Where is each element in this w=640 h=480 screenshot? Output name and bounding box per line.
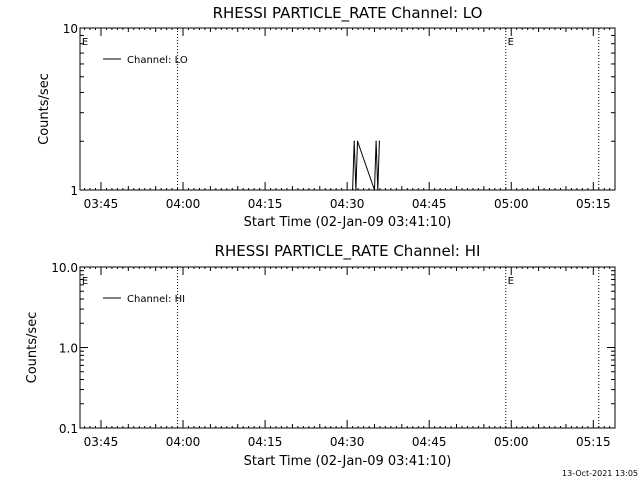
x-tick-label: 05:15	[576, 197, 611, 211]
x-tick-label: 04:15	[248, 435, 283, 449]
x-tick-label: 04:00	[166, 197, 201, 211]
x-tick-label: 05:15	[576, 435, 611, 449]
event-marker: E	[508, 37, 514, 48]
y-tick-label: 1.0	[59, 342, 78, 356]
x-tick-label: 04:45	[412, 197, 447, 211]
x-tick-label: 05:00	[494, 435, 529, 449]
data-point	[377, 189, 379, 191]
x-tick-label: 03:45	[84, 197, 119, 211]
data-point	[375, 140, 377, 142]
x-tick-label: 04:30	[330, 435, 365, 449]
event-marker: E	[82, 37, 88, 48]
data-point	[355, 189, 357, 191]
y-tick-label: 10	[63, 22, 78, 36]
legend-label: Channel: HI	[127, 294, 185, 305]
x-tick-label: 04:15	[248, 197, 283, 211]
x-tick-label: 03:45	[84, 435, 119, 449]
x-tick-label: 04:30	[330, 197, 365, 211]
y-tick-label: 1	[70, 184, 78, 198]
x-axis-label: Start Time (02-Jan-09 03:41:10)	[244, 215, 452, 230]
y-axis-label: Counts/sec	[25, 312, 40, 384]
x-axis-label: Start Time (02-Jan-09 03:41:10)	[244, 454, 452, 469]
footer-timestamp: 13-Oct-2021 13:05	[562, 469, 638, 478]
chart-title: RHESSI PARTICLE_RATE Channel: LO	[213, 4, 483, 23]
legend-label: Channel: LO	[127, 55, 188, 66]
chart-title: RHESSI PARTICLE_RATE Channel: HI	[215, 242, 481, 261]
event-marker: E	[508, 276, 514, 287]
data-point	[353, 140, 355, 142]
plot-frame	[79, 266, 616, 429]
x-tick-label: 05:00	[494, 197, 529, 211]
y-axis-label: Counts/sec	[37, 73, 52, 145]
x-tick-label: 04:00	[166, 435, 201, 449]
x-tick-label: 04:45	[412, 435, 447, 449]
series-line	[352, 141, 380, 191]
data-point	[378, 140, 381, 142]
data-point	[356, 140, 359, 142]
y-tick-label: 10.0	[51, 261, 78, 275]
event-marker: E	[82, 276, 88, 287]
data-point	[373, 189, 376, 191]
data-point	[352, 189, 354, 191]
plot-frame	[79, 27, 616, 191]
y-tick-label: 0.1	[59, 422, 78, 436]
